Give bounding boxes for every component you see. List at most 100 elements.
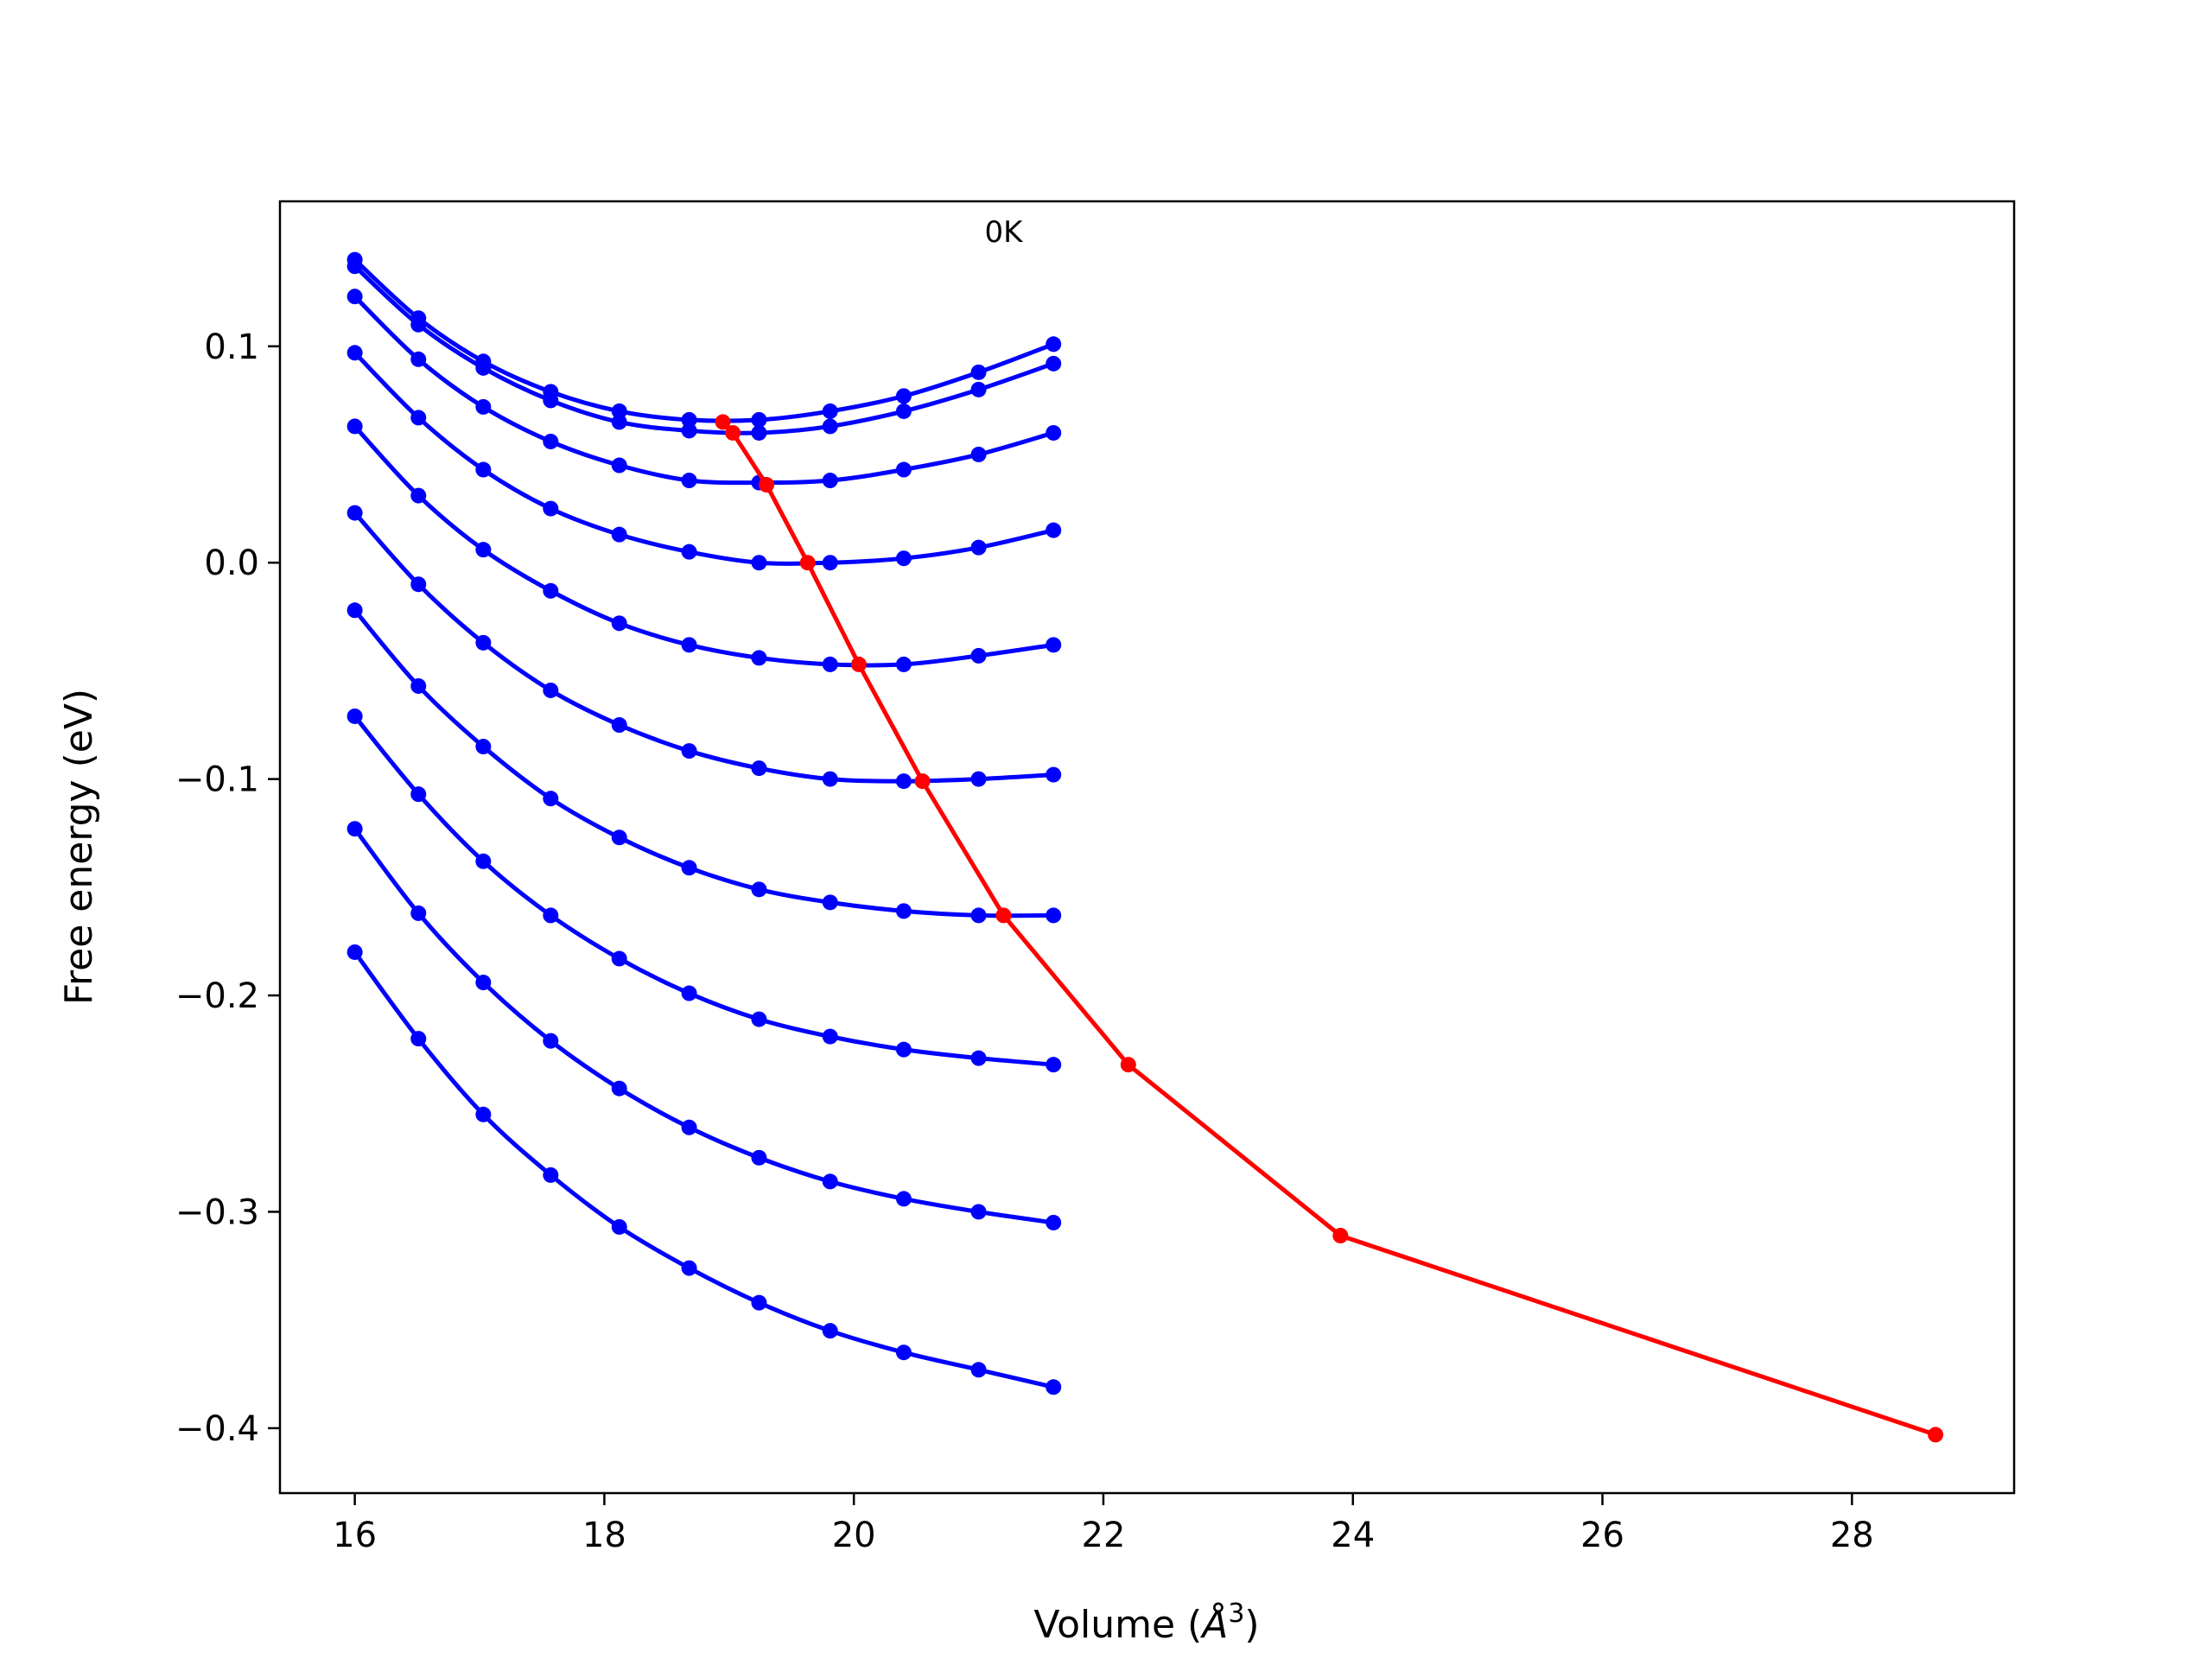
- series-point: [751, 1149, 767, 1166]
- series-point: [410, 677, 427, 694]
- series-point: [611, 950, 627, 967]
- series-point: [751, 411, 767, 428]
- series-point: [611, 526, 627, 543]
- series-point: [895, 1344, 912, 1361]
- series-point: [970, 539, 987, 556]
- series-point: [970, 1050, 987, 1066]
- series-point: [681, 860, 697, 876]
- minima-layer: [715, 414, 1944, 1443]
- minima-point: [725, 424, 741, 441]
- series-3: [346, 345, 1062, 571]
- series-point: [822, 403, 838, 419]
- x-tick-label: 22: [1082, 1516, 1126, 1555]
- series-point: [681, 543, 697, 560]
- series-point: [970, 771, 987, 787]
- series-point: [346, 345, 363, 361]
- series-point: [1046, 336, 1062, 353]
- x-tick-label: 26: [1580, 1516, 1624, 1555]
- series-point: [895, 1041, 912, 1058]
- series-point: [410, 487, 427, 504]
- series-point: [1046, 907, 1062, 924]
- series-point: [681, 743, 697, 760]
- x-tick-label: 16: [333, 1516, 377, 1555]
- series-point: [611, 717, 627, 734]
- minima-point: [1332, 1228, 1349, 1244]
- series-point: [475, 634, 492, 651]
- series-point: [751, 1294, 767, 1311]
- series-point: [822, 1028, 838, 1045]
- series-point: [1046, 1214, 1062, 1230]
- series-point: [475, 975, 492, 991]
- minima-point: [759, 477, 775, 493]
- minima-line: [721, 420, 1936, 1437]
- series-point: [543, 433, 559, 449]
- series-point: [1046, 355, 1062, 372]
- series-9: [346, 944, 1062, 1395]
- y-tick-label: −0.1: [175, 760, 259, 800]
- x-axis-label: Volume (Å3): [1033, 1599, 1259, 1647]
- series-point: [346, 505, 363, 521]
- series-point: [543, 907, 559, 924]
- series-point: [475, 359, 492, 376]
- series-point: [895, 388, 912, 404]
- series-6: [346, 602, 1062, 924]
- y-tick-label: −0.4: [175, 1409, 259, 1449]
- series-point: [751, 760, 767, 777]
- y-axis-label: Free energy (eV): [57, 689, 101, 1005]
- series-point: [611, 830, 627, 846]
- series-point: [895, 550, 912, 567]
- series-point: [543, 791, 559, 807]
- series-point: [1046, 1379, 1062, 1395]
- series-0: [346, 251, 1062, 428]
- series-4: [346, 418, 1062, 672]
- y-tick-label: −0.2: [175, 976, 259, 1016]
- series-point: [346, 821, 363, 837]
- series-point: [681, 637, 697, 653]
- series-point: [895, 773, 912, 790]
- x-axis: 16 18 20 22 24 26 28: [333, 1493, 1874, 1555]
- series-point: [1046, 637, 1062, 653]
- series-point: [543, 392, 559, 409]
- series-point: [751, 555, 767, 571]
- series-point: [543, 682, 559, 698]
- series-point: [410, 316, 427, 333]
- series-point: [895, 903, 912, 919]
- series-point: [410, 905, 427, 921]
- series-point: [751, 650, 767, 666]
- series-point: [751, 881, 767, 898]
- y-axis: −0.4 −0.3 −0.2 −0.1 0.0 0.1: [175, 327, 280, 1449]
- series-point: [822, 894, 838, 911]
- series-point: [970, 364, 987, 380]
- series-point: [611, 457, 627, 474]
- series-point: [410, 1031, 427, 1047]
- series-point: [970, 381, 987, 397]
- minima-point: [1928, 1427, 1944, 1443]
- series-point: [895, 403, 912, 419]
- series-point: [410, 351, 427, 367]
- minima-point: [1120, 1057, 1136, 1073]
- series-point: [346, 258, 363, 275]
- series-point: [346, 944, 363, 960]
- x-tick-label: 28: [1830, 1516, 1874, 1555]
- series-point: [895, 461, 912, 478]
- series-point: [970, 1204, 987, 1220]
- series-point: [1046, 766, 1062, 783]
- series-point: [410, 786, 427, 803]
- minima-point: [850, 656, 867, 672]
- series-point: [1046, 522, 1062, 538]
- series-point: [543, 1033, 559, 1049]
- plot-area: [278, 200, 2016, 1495]
- x-tick-label: 24: [1331, 1516, 1375, 1555]
- series-point: [475, 398, 492, 415]
- series-point: [681, 473, 697, 489]
- series-point: [611, 615, 627, 632]
- series-point: [346, 602, 363, 619]
- series-point: [346, 418, 363, 435]
- series-point: [895, 656, 912, 672]
- series-point: [681, 985, 697, 1001]
- series-point: [751, 424, 767, 441]
- series-point: [970, 1362, 987, 1378]
- series-point: [822, 1173, 838, 1190]
- series-point: [543, 582, 559, 599]
